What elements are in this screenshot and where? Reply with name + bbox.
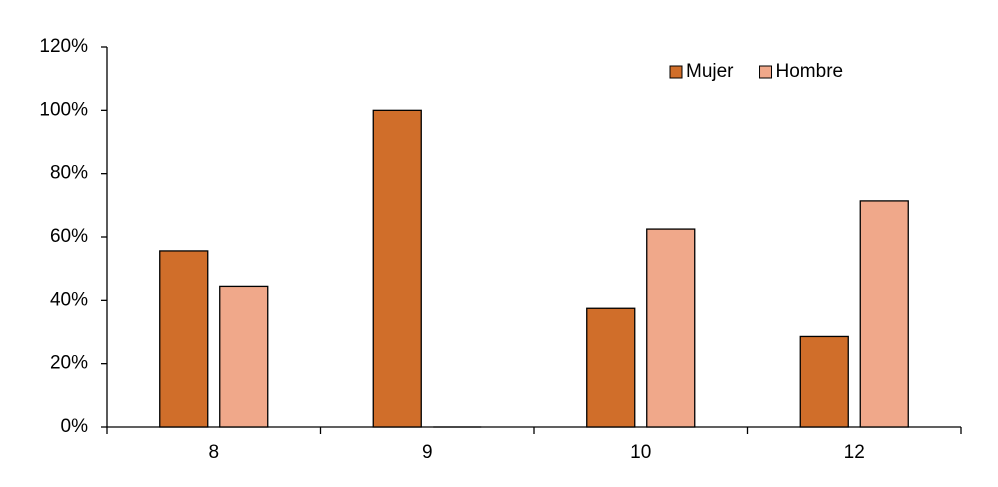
legend-label: Hombre xyxy=(776,61,844,82)
x-tick-label: 9 xyxy=(422,442,433,463)
bar xyxy=(159,250,209,428)
y-tick-label: 120% xyxy=(39,36,88,57)
y-tick-label: 40% xyxy=(50,289,88,310)
bar xyxy=(859,200,909,428)
bar xyxy=(646,228,696,428)
y-tick-label: 0% xyxy=(61,416,89,437)
bar xyxy=(586,307,636,428)
y-tick-label: 60% xyxy=(50,226,88,247)
legend-label: Mujer xyxy=(686,61,734,82)
bar xyxy=(799,335,849,428)
x-tick-label: 10 xyxy=(630,442,651,463)
x-tick-label: 12 xyxy=(844,442,865,463)
legend-swatch xyxy=(669,65,683,79)
bar xyxy=(372,109,422,428)
y-tick-label: 100% xyxy=(39,99,88,120)
bar xyxy=(219,285,269,428)
x-tick-label: 8 xyxy=(208,442,219,463)
legend-swatch xyxy=(759,65,773,79)
y-tick-label: 20% xyxy=(50,353,88,374)
y-tick-label: 80% xyxy=(50,163,88,184)
